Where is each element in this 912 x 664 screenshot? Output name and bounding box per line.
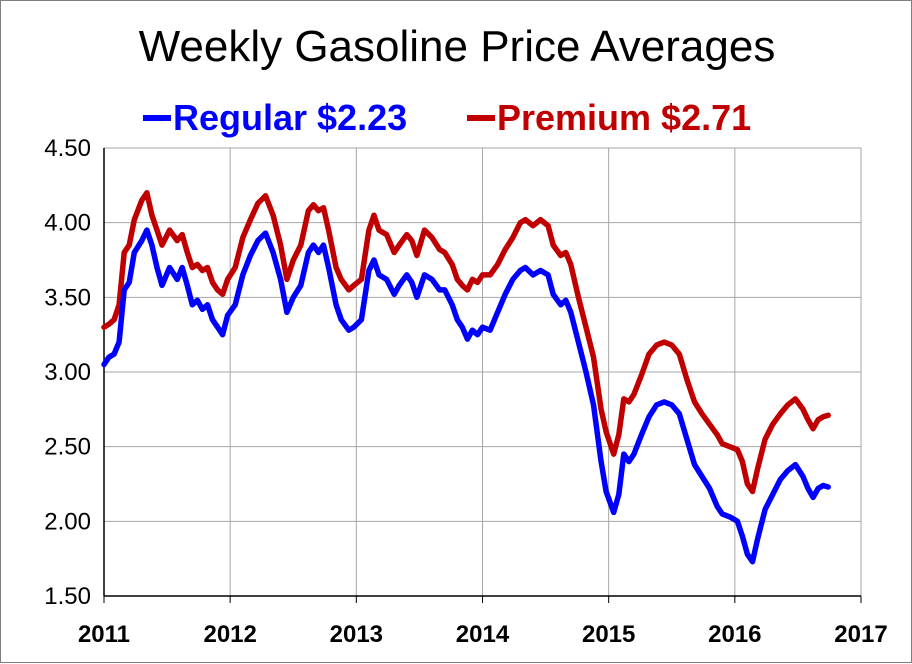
chart-title: Weekly Gasoline Price Averages bbox=[139, 22, 776, 71]
y-tick-label: 4.00 bbox=[44, 210, 91, 237]
chart-gridlines bbox=[103, 147, 862, 597]
series-line-regular bbox=[101, 227, 831, 565]
y-tick-label: 2.00 bbox=[44, 508, 91, 535]
x-tick-label: 2016 bbox=[708, 621, 761, 648]
y-tick-label: 3.50 bbox=[44, 284, 91, 311]
y-axis-tick-labels: 1.50 2.00 2.50 3.00 3.50 4.00 4.50 bbox=[44, 135, 91, 610]
y-tick-label: 3.00 bbox=[44, 359, 91, 386]
chart-legend: Regular $2.23 Premium $2.71 bbox=[143, 97, 751, 138]
legend-label-regular: Regular $2.23 bbox=[173, 97, 407, 138]
x-tick-label: 2012 bbox=[203, 621, 256, 648]
y-tick-label: 4.50 bbox=[44, 135, 91, 162]
x-tick-label: 2011 bbox=[78, 621, 130, 648]
y-tick-label: 1.50 bbox=[44, 583, 91, 610]
chart-axes bbox=[103, 148, 862, 603]
x-tick-label: 2013 bbox=[330, 621, 383, 648]
series-line-premium bbox=[101, 190, 831, 495]
y-tick-label: 2.50 bbox=[44, 434, 91, 461]
x-tick-label: 2017 bbox=[834, 621, 887, 648]
legend-label-premium: Premium $2.71 bbox=[497, 97, 751, 138]
chart-series-lines bbox=[101, 190, 831, 565]
x-tick-label: 2015 bbox=[582, 621, 635, 648]
x-tick-label: 2014 bbox=[456, 621, 510, 648]
x-axis-tick-labels: 2011 2012 2013 2014 2015 2016 2017 bbox=[78, 621, 888, 648]
